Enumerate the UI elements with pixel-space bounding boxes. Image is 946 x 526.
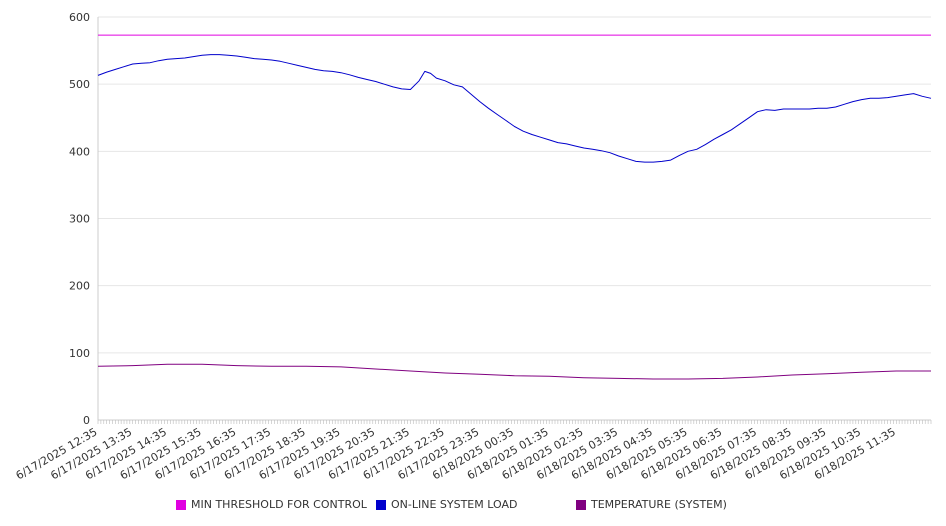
legend-item-system-load[interactable]: ON-LINE SYSTEM LOAD [376,498,517,511]
legend-label-temperature: TEMPERATURE (SYSTEM) [591,498,727,511]
y-tick-label: 400 [69,145,90,158]
legend-label-min-threshold: MIN THRESHOLD FOR CONTROL [191,498,367,511]
legend-swatch-min-threshold [176,499,186,510]
y-tick-label: 500 [69,78,90,91]
series-line-on-line-system-load [97,54,932,163]
y-tick-label: 0 [83,414,90,427]
y-tick-label: 300 [69,213,90,226]
legend-swatch-system-load [376,499,386,510]
gridlines [98,16,931,354]
y-tick-label: 100 [69,347,90,360]
series-line-temperature-system [97,363,931,380]
legend-label-system-load: ON-LINE SYSTEM LOAD [391,498,518,511]
legend-item-min-threshold[interactable]: MIN THRESHOLD FOR CONTROL [176,498,367,511]
legend: MIN THRESHOLD FOR CONTROL ON-LINE SYSTEM… [0,498,946,514]
legend-item-temperature[interactable]: TEMPERATURE (SYSTEM) [576,498,727,511]
y-tick-label: 600 [69,11,90,24]
legend-swatch-temperature [576,499,586,510]
series-lines [97,34,932,380]
y-tick-label: 200 [69,280,90,293]
